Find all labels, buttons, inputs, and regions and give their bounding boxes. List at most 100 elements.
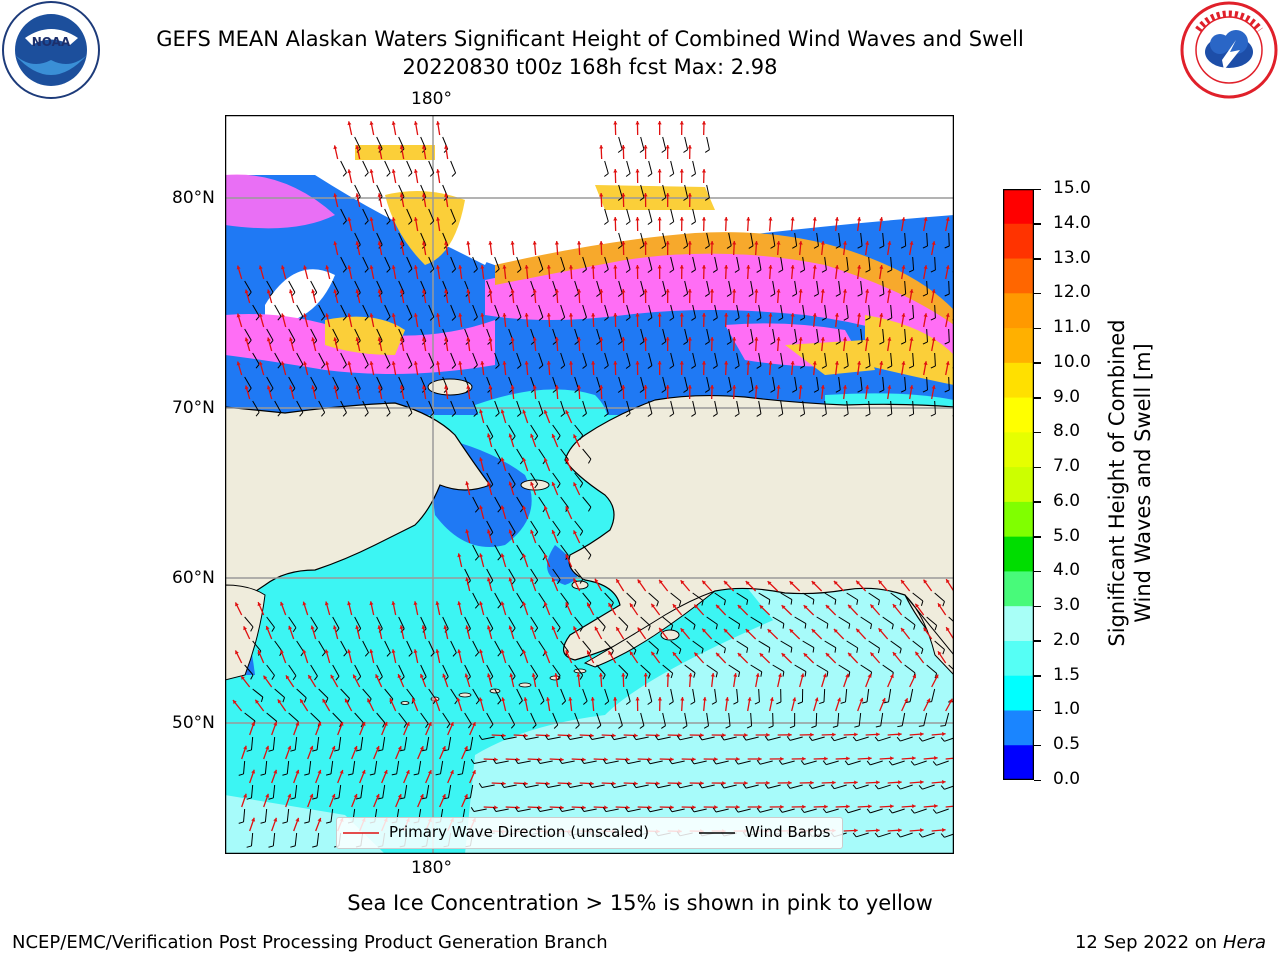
wind-barb-flag [378,676,383,681]
wind-barb-flag [602,759,607,764]
wind-barb-flag [290,845,296,848]
wave-arrow-head [856,628,861,633]
wind-barb-flag [704,389,710,393]
footer-host: Hera [1222,932,1266,953]
wind-barb [552,568,561,580]
wind-barb [596,664,606,676]
wind-barb [472,400,478,414]
wind-barb [525,784,539,788]
wind-barb-flag [821,317,827,321]
wind-barb-flag [625,317,631,321]
wind-barb-flag [625,674,629,680]
wind-barb-flag [852,784,857,790]
wind-barb [382,784,386,798]
wave-arrow-head [516,757,520,762]
wind-barb-flag [474,508,479,513]
wave-arrow-head [577,289,582,293]
wind-barb [926,232,928,247]
wave-arrow-head [546,313,551,317]
wind-barb [516,592,524,605]
wave-arrow-head [303,265,308,270]
wave-arrow-head [724,313,729,317]
wind-barb [486,520,494,533]
wind-barb-flag [908,317,914,321]
wind-barb-flag [386,220,391,225]
wind-barb-flag [896,736,901,742]
wind-barb-flag [473,268,478,273]
colorbar-tick-mark [1034,605,1041,608]
wind-barb [552,424,561,436]
wave-arrow-head [522,553,527,558]
wind-barb [692,160,697,174]
wave-arrow-head [746,313,751,317]
wave-arrow-head [657,217,662,221]
lat-label-70: 70°N [172,398,215,418]
wave-arrow-head [834,313,839,317]
wave-arrow-head [754,241,759,245]
wave-arrow-head [435,601,440,606]
wave-arrow-head [709,289,715,293]
wind-barb-flag [386,316,391,321]
wind-barb [780,304,784,318]
wave-arrow-head [744,733,748,738]
wind-barb [252,688,264,698]
wave-arrow-head [887,385,892,389]
wind-barb [530,424,539,437]
wind-barb [714,688,717,702]
wind-barb-flag [271,627,275,632]
wind-barb-flag [874,784,879,790]
wind-barb [758,304,762,318]
wind-barb-flag [556,675,561,681]
wind-barb [266,712,277,722]
wind-barb [780,592,793,601]
wind-barb-flag [768,725,774,729]
wave-arrow-head [532,289,537,293]
wind-barb-flag [844,808,849,814]
wave-arrow-head [543,505,548,510]
wind-barb-flag [538,268,544,273]
wind-barb-flag [408,220,413,225]
wave-arrow-head [479,649,484,654]
wave-arrow-head [347,601,352,606]
colorbar-tick-label: 2.0 [1053,629,1081,650]
wind-barb-flag [715,672,718,678]
wave-arrow-head [287,745,292,750]
wave-arrow-head [846,756,850,761]
wind-barb [582,400,587,414]
wind-barb [860,664,872,673]
wave-arrow-head [679,169,684,173]
wind-barb-flag [335,628,340,633]
wave-arrow-head [479,505,484,510]
wind-barb-flag [277,316,282,321]
wave-arrow-head [643,193,648,197]
wind-barb-flag [617,389,623,393]
wave-arrow-head [324,649,329,654]
wind-barb [428,256,435,270]
wind-barb [626,592,637,603]
wind-barb [772,328,776,342]
wind-barb-flag [473,412,478,417]
wind-barb [684,328,689,342]
wave-arrow-head [845,673,850,678]
wind-barb-flag [734,807,739,813]
wind-barb [640,280,645,294]
wind-barb-flag [534,531,539,537]
wind-barb-flag [430,652,435,657]
wave-arrow-head [591,265,596,269]
wave-arrow-head [546,781,550,786]
wave-arrow-head [656,781,660,786]
wave-arrow-head [532,241,537,245]
wind-barb [494,592,502,605]
wind-barb-flag [918,833,923,838]
wave-arrow-head [285,675,290,680]
wave-arrow-head [347,361,352,366]
wave-arrow-head [369,265,374,270]
wind-barb-flag [544,782,549,788]
wind-barb-flag [896,784,901,790]
wind-barb [286,808,290,822]
wave-arrow-head [716,604,720,609]
wave-arrow-head [458,313,463,317]
wind-barb [420,136,427,150]
wind-barb [398,136,405,150]
wind-barb [486,616,494,629]
